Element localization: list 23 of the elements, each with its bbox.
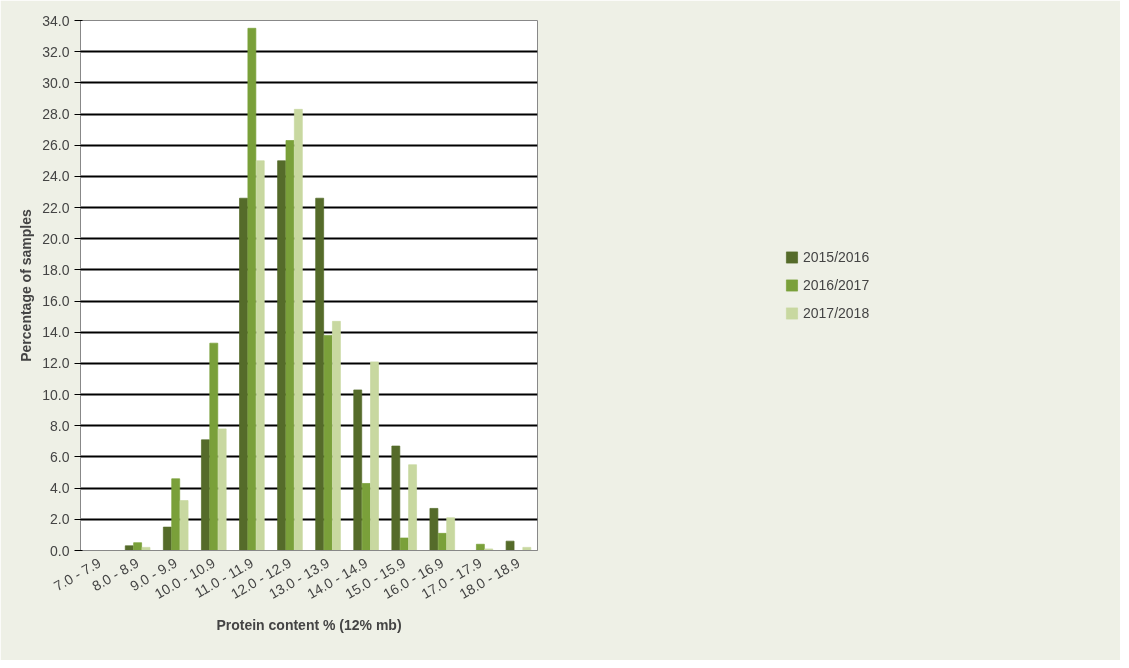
legend-label: 2015/2016: [803, 249, 871, 265]
y-tick-label: 16.0: [42, 293, 70, 310]
y-tick-label: 0.0: [50, 542, 70, 559]
y-tick-label: 28.0: [42, 106, 70, 123]
y-tick-label: 18.0: [42, 261, 70, 278]
y-tick-label: 22.0: [42, 199, 70, 216]
y-tick-label: 2.0: [50, 511, 70, 528]
y-tick-label: 34.0: [42, 12, 70, 29]
y-tick-label: 20.0: [42, 230, 70, 247]
y-tick-label: 12.0: [42, 355, 70, 372]
y-tick-label: 30.0: [42, 74, 70, 91]
y-axis-title: Percentage of samples: [18, 209, 35, 362]
y-tick-label: 14.0: [42, 324, 70, 341]
y-tick-label: 32.0: [42, 43, 70, 60]
y-tick-label: 8.0: [50, 417, 70, 434]
y-tick-label: 4.0: [50, 480, 70, 497]
y-tick-label: 10.0: [42, 386, 70, 403]
y-tick-label: 24.0: [42, 168, 70, 185]
legend-label: 2016/2017: [803, 277, 871, 293]
y-tick-label: 6.0: [50, 448, 70, 465]
x-axis-title: Protein content % (12% mb): [216, 616, 402, 633]
y-tick-label: 26.0: [42, 137, 70, 154]
legend-label: 2017/2018: [803, 305, 871, 321]
